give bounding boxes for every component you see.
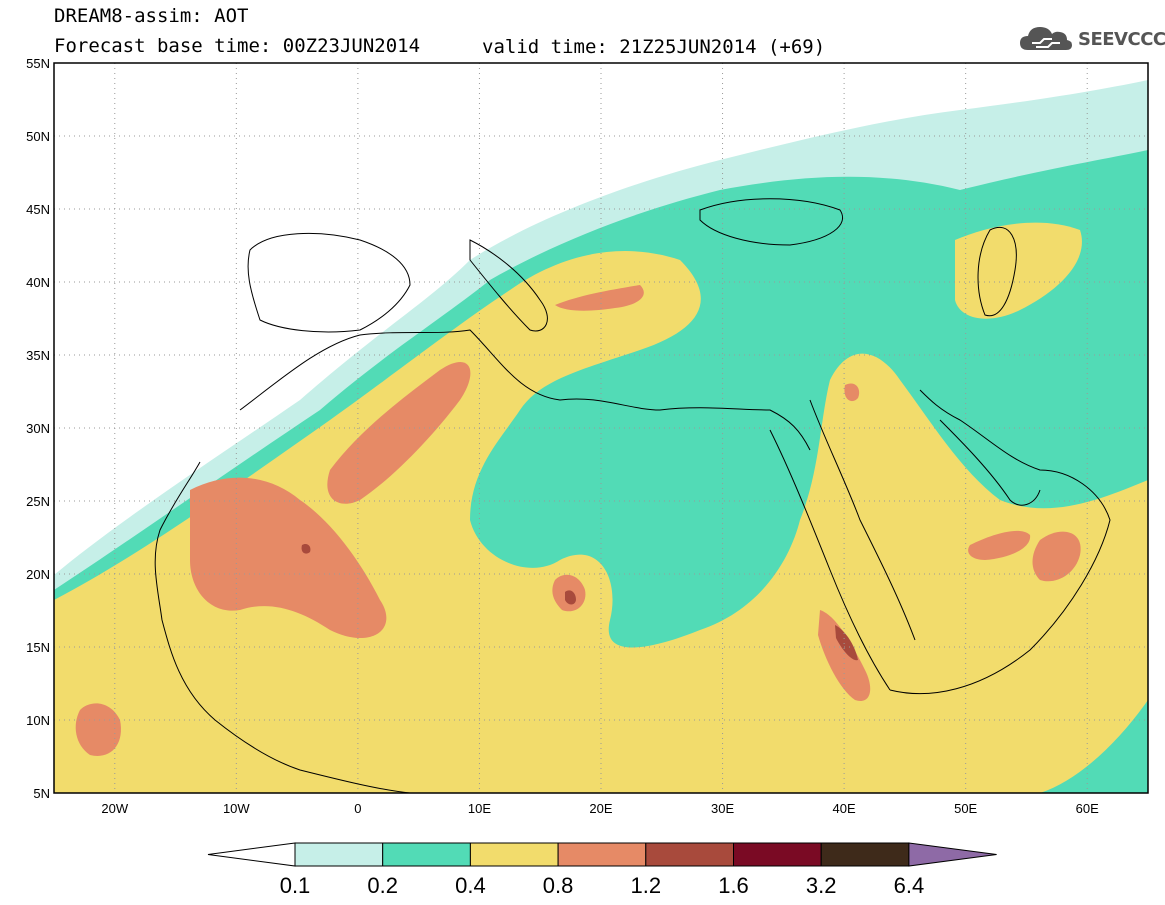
aot-band-1.2-redsea (835, 625, 858, 661)
colorbar-swatch-1.6 (733, 842, 822, 867)
coastline-italy (469, 239, 548, 332)
lon-label-0: 0 (354, 801, 361, 816)
colorbar-swatch-3.2 (820, 842, 910, 867)
colorbar-label-0.4: 0.4 (455, 873, 486, 898)
lat-label-35N: 35N (26, 348, 50, 363)
colorbar-label-6.4: 6.4 (894, 873, 925, 898)
lat-label-30N: 30N (26, 421, 50, 436)
aot-band-0.8-iraq (844, 383, 860, 402)
colorbar-swatch-1.2 (645, 842, 734, 867)
lat-label-5N: 5N (33, 786, 50, 801)
lon-label-20E: 20E (589, 801, 612, 816)
lon-label-60E: 60E (1076, 801, 1099, 816)
lon-label-10E: 10E (468, 801, 491, 816)
aot-band-0.8-arabia (968, 530, 1031, 560)
aot-band-0.8-redsea (818, 610, 871, 701)
lat-label-20N: 20N (26, 567, 50, 582)
colorbar-label-0.8: 0.8 (543, 873, 574, 898)
colorbar-label-1.2: 1.2 (631, 873, 662, 898)
cloud-icon (1020, 27, 1072, 50)
lon-label-30E: 30E (711, 801, 734, 816)
colorbar-swatch-0.1 (294, 842, 384, 867)
colorbar-over-triangle (908, 842, 997, 867)
lat-label-40N: 40N (26, 275, 50, 290)
aot-band-0.8-oman (1032, 531, 1081, 582)
colorbar-label-3.2: 3.2 (806, 873, 837, 898)
aot-band-0.8-sahara-ridge (327, 361, 471, 504)
colorbar-swatch-0.8 (557, 842, 647, 867)
aot-band-0.8-west (75, 703, 121, 756)
aot-contours (54, 80, 1148, 793)
logo-text: SEEVCCC (1078, 28, 1165, 50)
colorbar-swatch-0.2 (382, 842, 471, 867)
lon-label-50E: 50E (954, 801, 977, 816)
lat-label-50N: 50N (26, 129, 50, 144)
model-field-title: DREAM8-assim: AOT (54, 5, 249, 27)
lat-label-15N: 15N (26, 640, 50, 655)
colorbar-label-0.1: 0.1 (280, 873, 311, 898)
aot-band-0.4 (54, 251, 1148, 793)
colorbar-labels: 0.1 0.2 0.4 0.8 1.2 1.6 3.2 6.4 (280, 873, 924, 898)
lat-label-45N: 45N (26, 202, 50, 217)
lat-label-55N: 55N (26, 56, 50, 71)
lon-label-20W: 20W (101, 801, 128, 816)
aot-band-0.8 (190, 477, 387, 639)
colorbar-swatch-0.4 (469, 842, 559, 867)
colorbar-label-0.2: 0.2 (367, 873, 398, 898)
latitude-labels: 55N 50N 45N 40N 35N 30N 25N 20N 15N 10N 5N (26, 56, 50, 801)
longitude-labels: 20W 10W 0 10E 20E 30E 40E 50E 60E (101, 801, 1099, 816)
colorbar-swatches (207, 842, 997, 867)
lat-label-25N: 25N (26, 494, 50, 509)
coastline-africa (154, 461, 411, 794)
colorbar-label-1.6: 1.6 (718, 873, 749, 898)
coastline-red-sea (769, 399, 916, 691)
lon-label-40E: 40E (833, 801, 856, 816)
coastline-persian-gulf (939, 419, 1041, 506)
coastlines (154, 198, 1111, 794)
valid-time: valid time: 21Z25JUN2014 (+69) (482, 36, 826, 58)
aot-band-1.2-mali (301, 543, 311, 554)
graticule (54, 63, 1148, 793)
coastline-mediterranean-south (239, 329, 811, 451)
aot-band-0.4-caspian (955, 222, 1082, 319)
coastline-caspian (977, 227, 1017, 317)
coastline-arabia (889, 389, 1111, 695)
lat-label-10N: 10N (26, 713, 50, 728)
aot-band-0.8-greece (555, 285, 644, 311)
aot-band-1.2 (565, 590, 576, 605)
seevccc-logo: SEEVCCC (1018, 24, 1165, 54)
coastline-black-sea (699, 198, 843, 246)
lon-label-10W: 10W (223, 801, 250, 816)
forecast-base-time: Forecast base time: 00Z23JUN2014 (54, 35, 421, 57)
coastline-iberia (247, 233, 411, 333)
map-frame (53, 62, 1149, 794)
colorbar-under-triangle (207, 842, 296, 867)
